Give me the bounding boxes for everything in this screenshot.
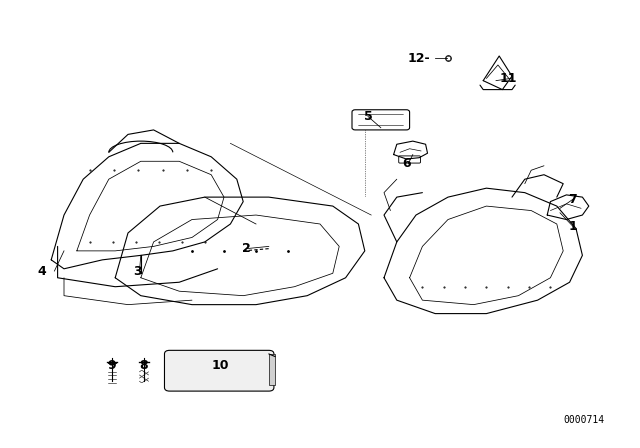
FancyBboxPatch shape	[164, 350, 274, 391]
Text: 4: 4	[37, 264, 46, 278]
Text: 7: 7	[568, 193, 577, 206]
FancyBboxPatch shape	[352, 110, 410, 130]
Text: 0000714: 0000714	[564, 415, 605, 425]
Text: 1: 1	[568, 220, 577, 233]
FancyBboxPatch shape	[399, 156, 420, 163]
Text: 11: 11	[500, 72, 518, 85]
Text: 6: 6	[402, 157, 411, 170]
Text: 5: 5	[364, 110, 372, 123]
Text: 8: 8	[140, 358, 148, 372]
FancyBboxPatch shape	[269, 354, 275, 385]
Text: 3: 3	[133, 264, 142, 278]
Text: 2: 2	[242, 242, 251, 255]
Text: 10: 10	[212, 358, 230, 372]
Text: 9: 9	[108, 358, 116, 372]
Text: 12-: 12-	[408, 52, 431, 65]
